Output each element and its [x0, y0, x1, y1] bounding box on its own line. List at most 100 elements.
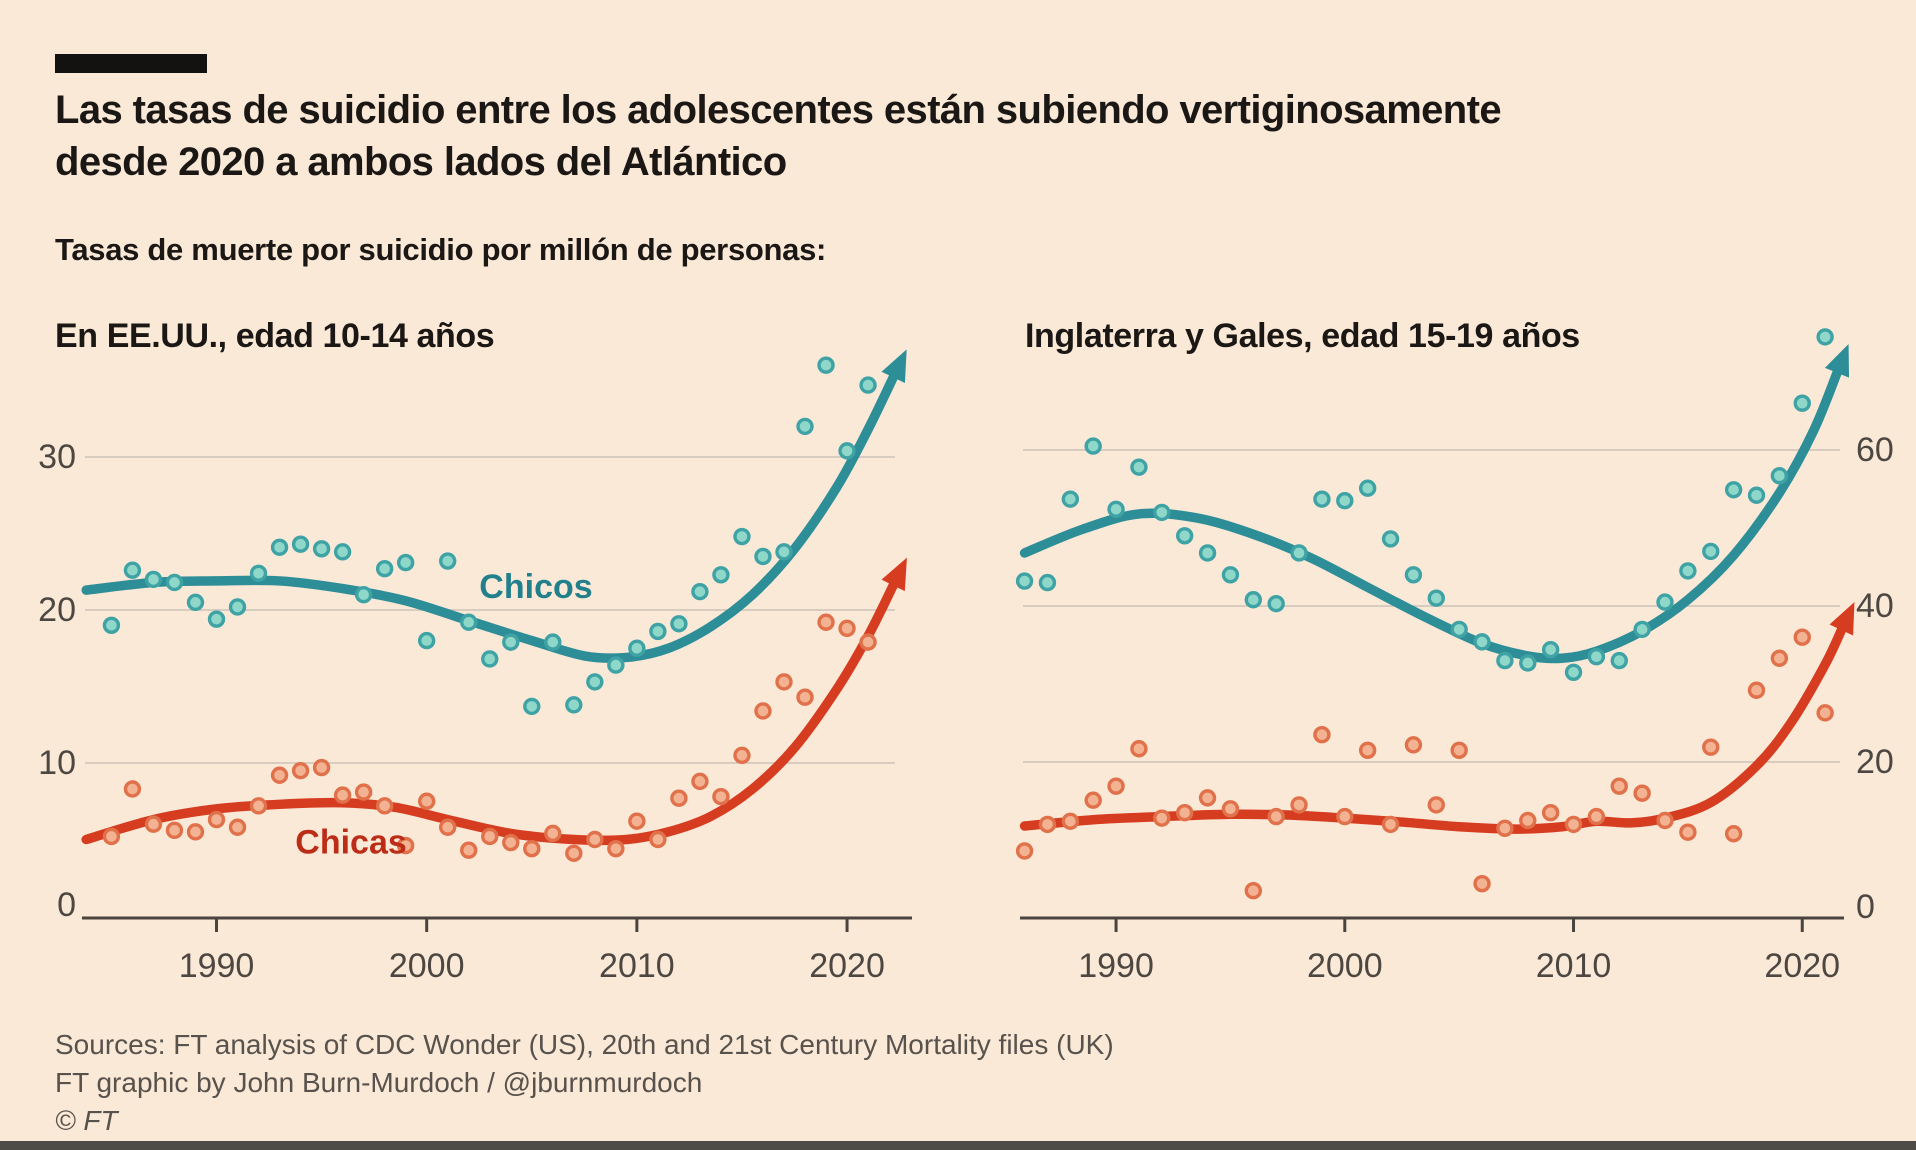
data-point — [775, 673, 793, 691]
data-point — [754, 702, 772, 720]
source-block: Sources: FT analysis of CDC Wonder (US),… — [55, 1026, 1114, 1140]
data-point — [1450, 620, 1468, 639]
data-point — [1130, 740, 1148, 758]
data-point — [186, 593, 205, 612]
data-point — [1541, 640, 1560, 659]
data-point — [1770, 467, 1789, 485]
data-point — [1633, 620, 1651, 639]
data-point — [1198, 544, 1217, 562]
data-point — [859, 633, 877, 651]
series-chicos: Chicos — [81, 349, 907, 716]
data-point — [1793, 628, 1811, 646]
data-point — [859, 376, 877, 394]
data-point — [291, 535, 310, 553]
data-point — [838, 442, 856, 460]
data-point — [670, 615, 688, 633]
data-point — [354, 586, 373, 604]
data-point — [123, 561, 142, 579]
data-point — [1679, 562, 1697, 580]
data-point — [375, 559, 394, 578]
data-point — [1610, 777, 1628, 795]
x-tick-label: 1990 — [179, 947, 255, 985]
data-point — [1381, 530, 1400, 548]
data-point — [375, 797, 394, 815]
data-point — [228, 818, 247, 836]
data-point — [628, 812, 646, 830]
data-point — [1816, 328, 1834, 346]
data-point — [249, 797, 268, 815]
data-point — [1793, 394, 1811, 412]
x-axis: 1990 2000 2010 2020 — [82, 916, 912, 985]
data-point — [1358, 479, 1377, 497]
chart-title-line2: desde 2020 a ambos lados del Atlántico — [55, 140, 787, 184]
data-point — [165, 821, 184, 840]
x-tick-label: 2000 — [389, 947, 465, 985]
data-point — [1313, 726, 1331, 744]
data-point — [1084, 791, 1102, 809]
data-point — [523, 697, 541, 716]
data-point — [1496, 819, 1514, 837]
data-point — [291, 761, 310, 780]
x-tick-label: 2020 — [1764, 947, 1840, 985]
data-point — [102, 827, 121, 846]
data-point — [1290, 796, 1308, 814]
chart-title: Las tasas de suicidio entre los adolesce… — [55, 84, 1895, 188]
data-point — [1679, 823, 1697, 841]
data-point — [1336, 807, 1354, 826]
data-point — [775, 543, 793, 561]
data-point — [1153, 809, 1171, 827]
data-point — [1061, 490, 1080, 508]
data-point — [1473, 633, 1491, 651]
source-line: Sources: FT analysis of CDC Wonder (US),… — [55, 1029, 1114, 1060]
data-point — [838, 619, 856, 638]
data-point — [733, 527, 751, 546]
data-point — [1702, 738, 1720, 756]
data-point — [1541, 804, 1560, 822]
data-point — [1404, 566, 1423, 584]
trend-line — [1019, 363, 1844, 664]
data-point — [733, 746, 751, 765]
data-point — [481, 650, 499, 668]
data-point — [1244, 591, 1263, 609]
data-point — [102, 616, 121, 634]
y-tick-label: 10 — [38, 744, 76, 782]
data-point — [1610, 651, 1628, 670]
data-point — [1587, 648, 1606, 666]
data-point — [1519, 654, 1537, 672]
bottom-strip — [0, 1141, 1916, 1150]
data-point — [1175, 804, 1194, 822]
data-point — [1130, 458, 1148, 476]
data-points — [1015, 328, 1834, 681]
data-point — [417, 631, 436, 650]
data-point — [1015, 842, 1034, 860]
data-point — [1313, 490, 1331, 508]
data-point — [817, 613, 835, 631]
y-tick-label: 60 — [1856, 431, 1894, 469]
y-tick-label: 0 — [57, 886, 76, 924]
copyright-line: © FT — [55, 1105, 118, 1136]
data-point — [312, 758, 331, 777]
chart-subtitle: Tasas de muerte por suicidio por millón … — [55, 232, 827, 267]
trend-arrowhead — [881, 349, 907, 384]
data-point — [228, 598, 247, 616]
data-point — [1587, 807, 1606, 826]
data-point — [1198, 789, 1217, 807]
data-point — [333, 786, 352, 804]
data-point — [396, 836, 415, 855]
data-point — [460, 841, 478, 859]
data-point — [1175, 527, 1194, 545]
data-point — [1450, 741, 1468, 759]
data-point — [649, 622, 667, 641]
data-point — [796, 688, 814, 706]
data-point — [1496, 651, 1514, 670]
data-point — [502, 633, 520, 651]
trend-arrowhead — [1829, 601, 1855, 636]
data-point — [796, 417, 814, 436]
series-label-chicos: Chicos — [479, 568, 592, 606]
data-point — [628, 639, 646, 657]
data-point — [754, 547, 772, 566]
data-point — [249, 564, 268, 582]
data-point — [1633, 784, 1651, 802]
data-point — [1107, 777, 1125, 795]
